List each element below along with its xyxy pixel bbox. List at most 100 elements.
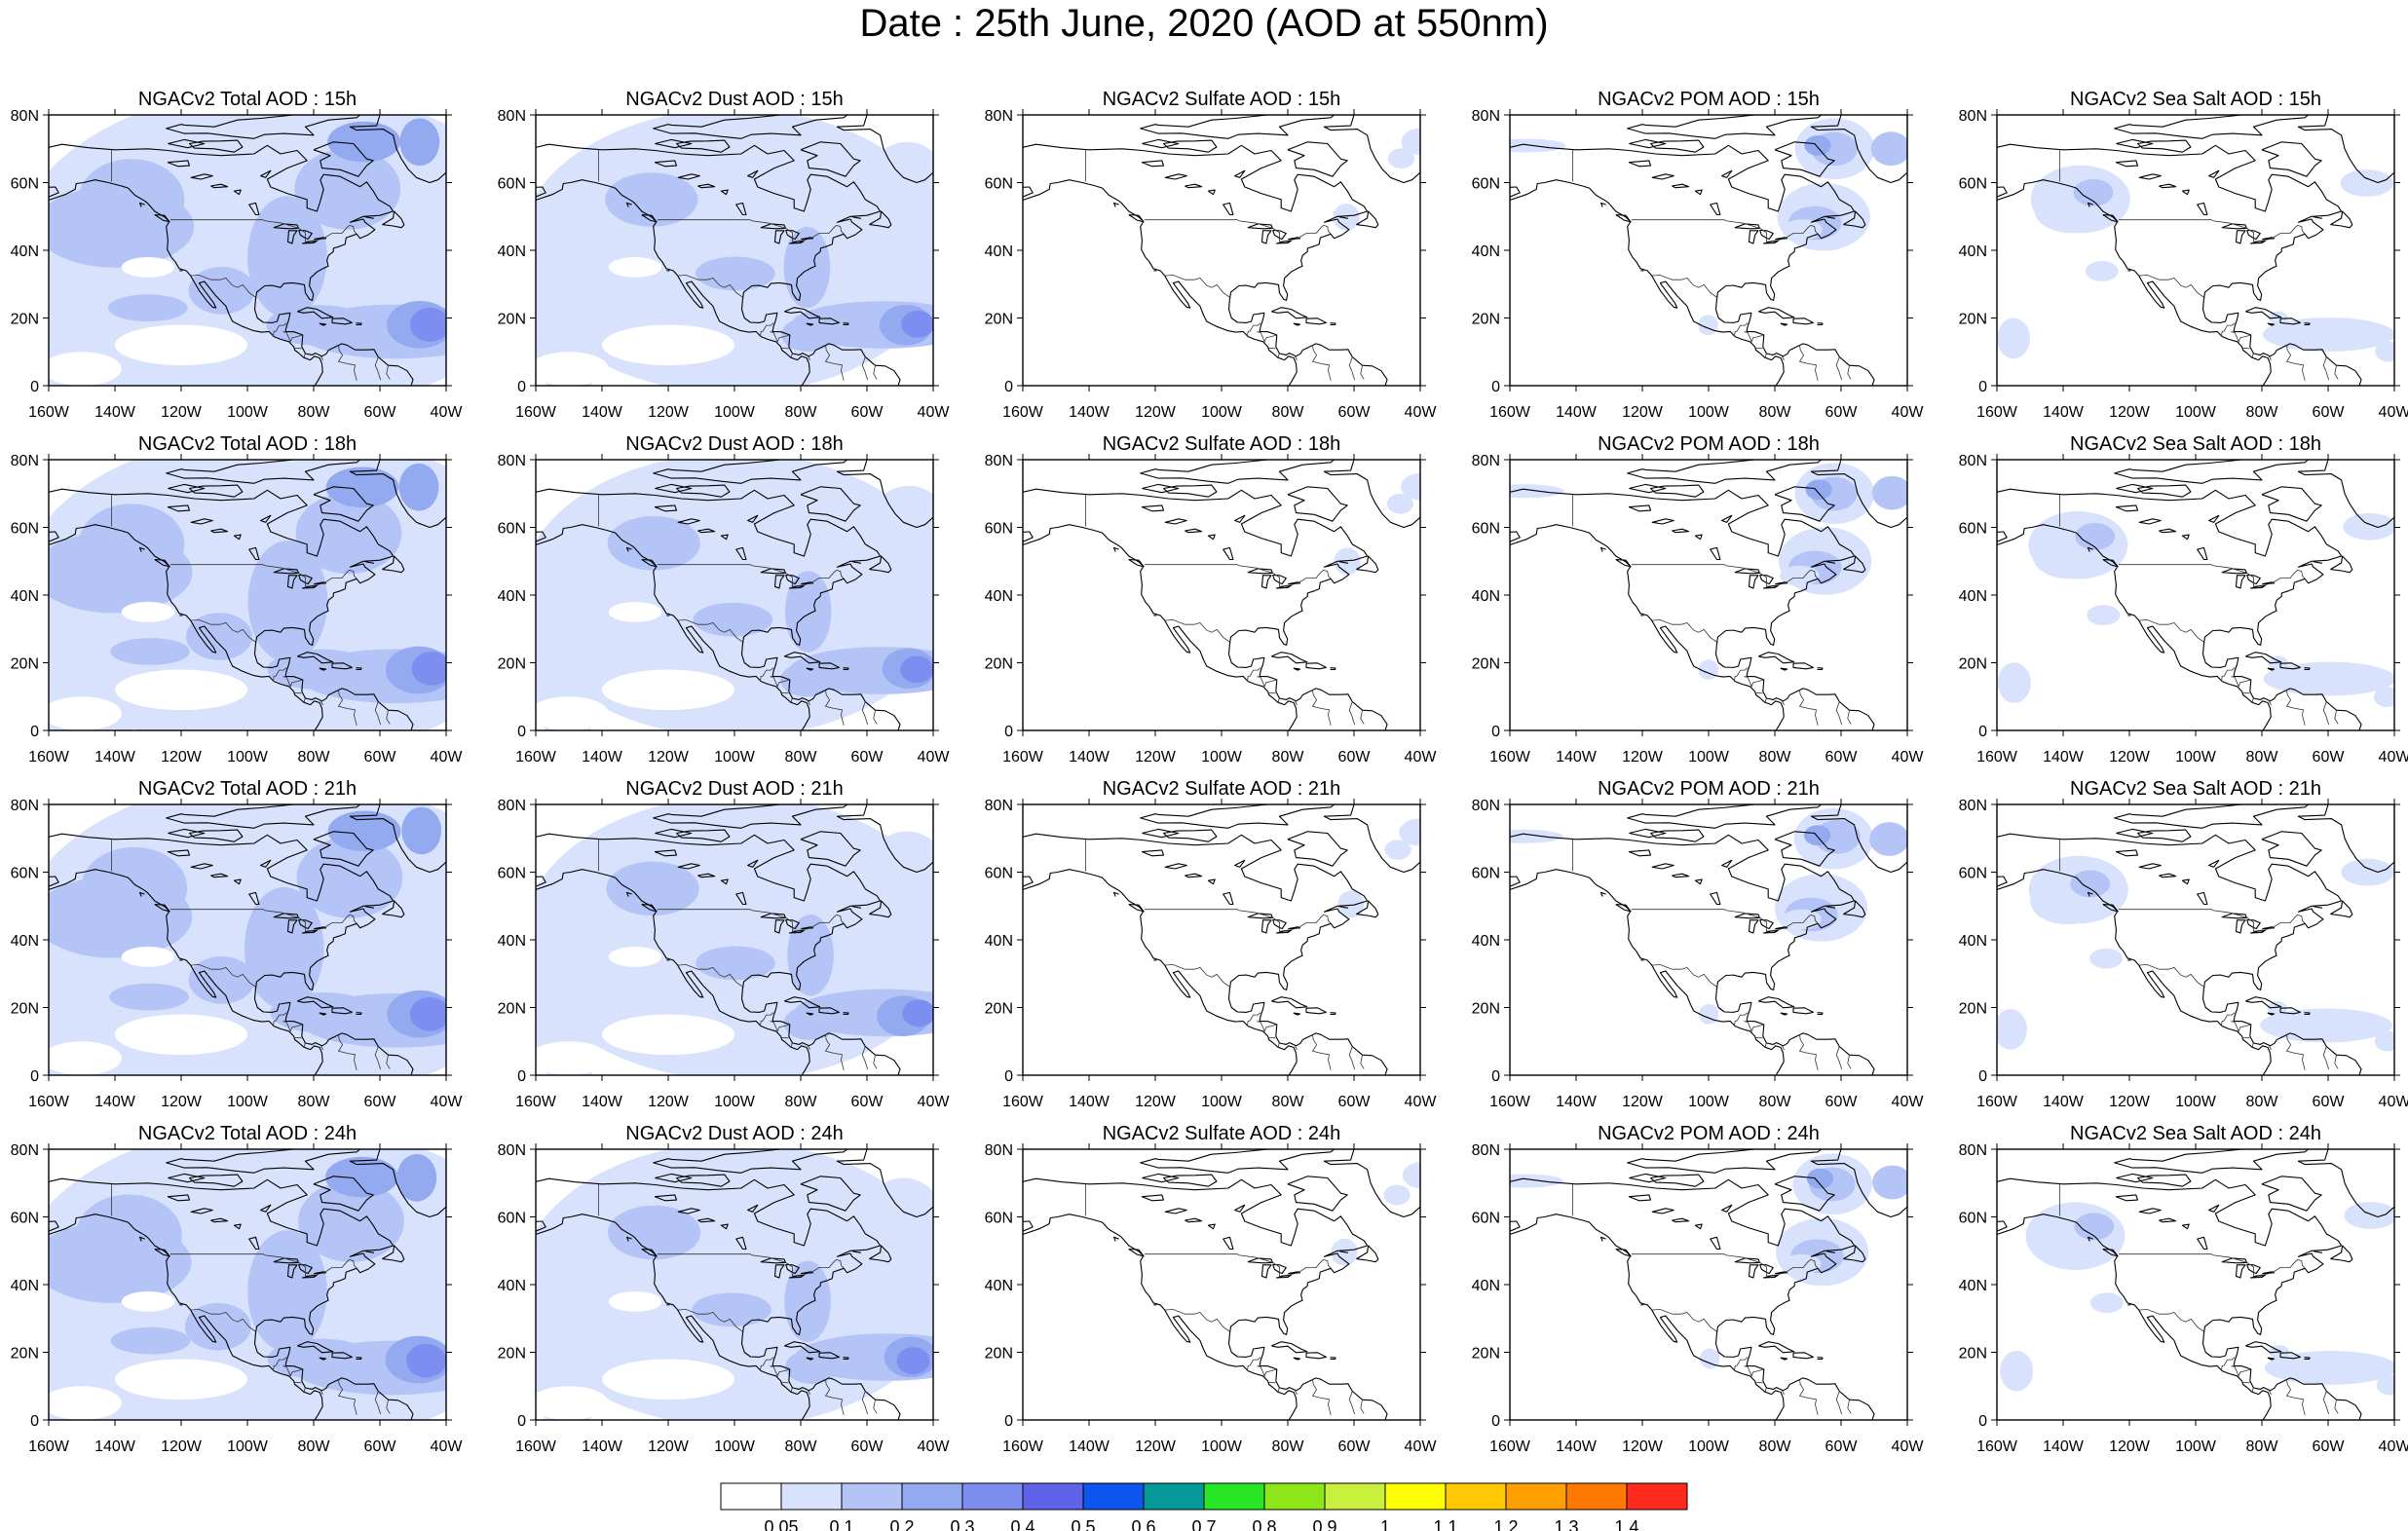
coastline <box>331 317 353 325</box>
map-outlines <box>536 460 933 730</box>
country-border <box>1734 322 1749 337</box>
coastline <box>1825 906 1835 909</box>
map-borders <box>111 1183 391 1415</box>
lon-tick-label: 140W <box>94 1094 136 1110</box>
coastline <box>641 903 658 913</box>
coastline <box>536 524 810 730</box>
lon-tick-label: 80W <box>2246 1094 2279 1110</box>
lon-tick-label: 100W <box>1201 1438 1243 1455</box>
lon-tick-label: 120W <box>1622 404 1664 421</box>
aod-gap <box>536 352 609 386</box>
lon-tick-label: 120W <box>161 404 203 421</box>
lon-tick-label: 80W <box>1272 1438 1305 1455</box>
aod-blob <box>2089 948 2124 969</box>
colorbar-swatch <box>1565 1482 1628 1511</box>
lat-tick-label: 80N <box>1959 453 1987 469</box>
lat-tick-label: 80N <box>498 1142 526 1159</box>
aod-blob <box>2074 1213 2115 1241</box>
lake <box>773 919 785 934</box>
lake <box>286 919 298 934</box>
coastline <box>154 213 170 223</box>
lon-tick-label: 120W <box>1135 749 1177 766</box>
aod-blob <box>186 613 253 660</box>
lon-tick-label: 60W <box>364 1438 397 1455</box>
lat-tick-label: 20N <box>498 1346 526 1363</box>
aod-blob <box>1805 479 1832 501</box>
colorbar-label: 1.1 <box>1433 1517 1457 1531</box>
coastline <box>1142 1173 1180 1183</box>
map-borders <box>1085 149 1365 381</box>
lon-tick-label: 60W <box>1825 1438 1859 1455</box>
aod-blob <box>184 1302 251 1351</box>
coastline <box>1323 460 1420 529</box>
colorbar-swatch <box>1445 1482 1507 1511</box>
coastline <box>1825 1251 1835 1253</box>
coastline <box>1774 1176 1835 1212</box>
colorbar-swatch <box>841 1482 903 1511</box>
lon-tick-label: 160W <box>28 1438 70 1455</box>
lake <box>1260 575 1272 589</box>
lake <box>2208 859 2220 868</box>
aod-blob <box>1871 475 1907 510</box>
aod-blob <box>902 999 933 1027</box>
coastline <box>2304 322 2311 326</box>
country-border <box>1734 1012 1749 1027</box>
aod-blob <box>188 267 255 315</box>
lake <box>1207 1223 1216 1230</box>
lon-tick-label: 160W <box>1489 1438 1531 1455</box>
lat-tick-label: 40N <box>985 1278 1013 1294</box>
country-border <box>2221 322 2236 337</box>
coastline <box>2297 804 2394 874</box>
lon-tick-label: 160W <box>1489 749 1531 766</box>
coastline <box>2279 662 2301 670</box>
country-border <box>1782 700 1785 706</box>
map-borders <box>598 1183 878 1415</box>
panel-frame <box>1022 803 1421 1076</box>
coastline <box>806 322 814 326</box>
lon-tick-label: 160W <box>28 404 70 421</box>
coastline <box>2136 1174 2192 1187</box>
lon-tick-label: 80W <box>298 404 331 421</box>
lat-tick-label: 40N <box>11 933 39 950</box>
coastline <box>2330 900 2353 918</box>
coastline <box>1023 869 1298 1075</box>
coastline <box>364 561 374 564</box>
lake <box>2221 913 2247 919</box>
lat-tick-label: 80N <box>1959 1142 1987 1159</box>
country-border <box>790 353 793 358</box>
lake <box>2159 528 2177 534</box>
lake <box>1710 546 1721 561</box>
coastline <box>2087 546 2093 552</box>
country-border <box>873 710 878 725</box>
colorbar-swatch <box>1082 1482 1145 1511</box>
aod-blob <box>783 1006 837 1040</box>
aod-blob <box>1510 829 1563 843</box>
lake <box>1694 189 1703 196</box>
coastline <box>800 141 861 177</box>
lake <box>260 1204 272 1213</box>
country-border <box>790 1387 793 1393</box>
lon-tick-label: 140W <box>1069 404 1110 421</box>
lake <box>1694 534 1703 541</box>
lat-tick-label: 0 <box>1004 379 1013 395</box>
country-border <box>303 1042 306 1048</box>
lon-tick-label: 60W <box>1825 404 1859 421</box>
lat-tick-label: 40N <box>1472 243 1500 260</box>
country-border <box>808 700 810 706</box>
country-border <box>1257 331 1277 343</box>
coastline <box>1997 143 2362 386</box>
lake <box>2197 1236 2208 1251</box>
coastline <box>382 210 405 229</box>
lake <box>801 926 814 930</box>
coastline <box>2279 1007 2301 1015</box>
coastline <box>1780 1012 1788 1016</box>
lon-tick-label: 120W <box>648 749 690 766</box>
lon-tick-label: 160W <box>1976 1094 2018 1110</box>
country-border <box>808 355 810 361</box>
coastline <box>2297 1149 2394 1218</box>
aod-gap <box>602 1359 734 1400</box>
lake <box>1247 223 1273 230</box>
lon-tick-label: 120W <box>1622 1438 1664 1455</box>
lake <box>2115 1194 2139 1202</box>
aod-gap <box>602 1014 734 1056</box>
